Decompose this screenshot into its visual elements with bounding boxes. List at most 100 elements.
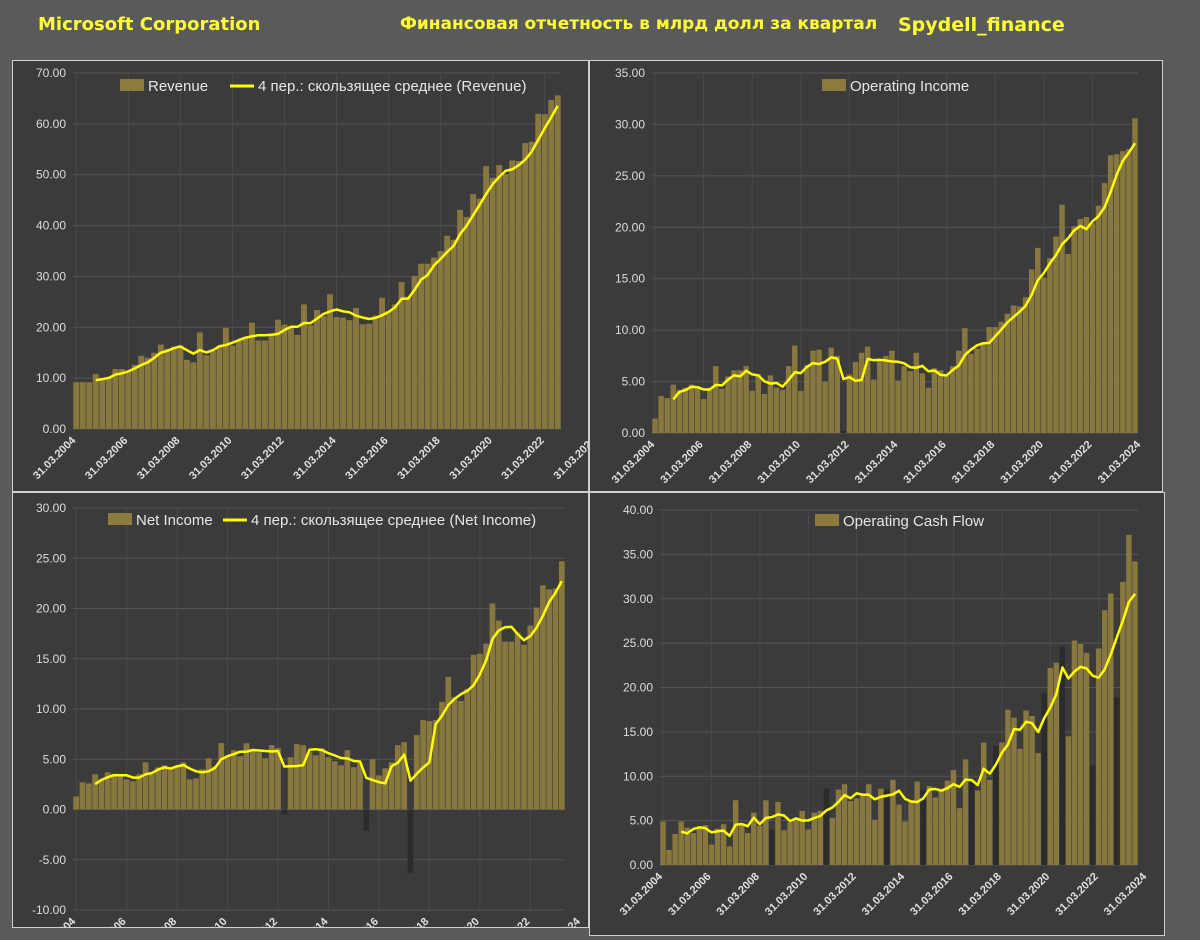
brand-label: Spydell_finance (898, 14, 1065, 36)
bar (660, 821, 666, 865)
bar (350, 767, 357, 810)
bar (769, 829, 775, 865)
bar (992, 327, 998, 433)
bar (398, 282, 405, 429)
bar (209, 350, 216, 429)
bar (719, 388, 725, 433)
bar (793, 818, 799, 865)
bar (79, 382, 86, 429)
legend-label: Operating Income (850, 78, 969, 95)
y-tick-label: 60.00 (36, 117, 66, 131)
net-income-chart-panel: -10.00 -5.00 0.00 5.00 10.00 15.00 20.00 25.00 3… (12, 492, 589, 928)
bar (841, 784, 848, 865)
bar (1023, 710, 1029, 865)
company-title: Microsoft Corporation (38, 14, 261, 35)
y-tick-label: 40.00 (623, 503, 653, 517)
bar (405, 296, 412, 429)
bar (496, 165, 503, 429)
bar (1016, 306, 1023, 433)
bar (118, 368, 125, 429)
bar (908, 800, 914, 865)
bar (439, 701, 445, 810)
y-tick-label: 30.00 (36, 501, 66, 515)
bar (379, 297, 386, 429)
bar (763, 800, 769, 865)
bar (785, 366, 792, 433)
bar (1011, 717, 1017, 865)
bar (170, 346, 177, 429)
bar (180, 762, 187, 810)
bar (664, 398, 670, 433)
bar (708, 844, 715, 865)
bar (199, 769, 206, 810)
bar (1108, 593, 1114, 865)
y-tick-label: 15.00 (623, 725, 653, 739)
x-tick-label: 31.03.2010 (763, 871, 810, 918)
bar (218, 743, 225, 810)
bar (444, 235, 451, 429)
bar (483, 166, 490, 429)
bar (1029, 715, 1035, 865)
bar (177, 345, 184, 429)
bar (864, 346, 871, 433)
bar (828, 347, 834, 433)
bar (702, 825, 709, 865)
bar (333, 317, 340, 429)
y-tick-label: 5.00 (43, 752, 67, 766)
x-tick-label: 31.03.2006 (658, 439, 705, 486)
bar (431, 257, 438, 429)
bar (676, 389, 683, 433)
bar (123, 779, 130, 810)
bar (1035, 753, 1041, 865)
x-tick-label: 31.03.2012 (811, 871, 858, 918)
bar (105, 377, 112, 429)
y-tick-label: 0.00 (630, 858, 654, 872)
bar (690, 833, 697, 865)
bar (779, 389, 786, 433)
bar (546, 589, 553, 810)
report-subtitle: Финансовая отчетность в млрд долл за ква… (400, 14, 878, 34)
bar (1101, 183, 1108, 433)
bar (388, 762, 395, 810)
bar (268, 334, 275, 429)
bar (346, 320, 353, 429)
x-tick-label: 31.03.2022 (1047, 439, 1094, 486)
bar (248, 322, 255, 429)
bar (986, 327, 992, 433)
x-tick-label: 31.03.2024 (1096, 438, 1144, 486)
bar (138, 355, 145, 429)
bar (98, 779, 105, 810)
bar (696, 826, 703, 865)
x-tick-label: 31.03.2018 (384, 916, 431, 928)
bar (889, 350, 895, 433)
x-tick-label: 31.03.2024 (1102, 870, 1150, 918)
bar (938, 788, 945, 865)
bar (411, 275, 418, 429)
bar (92, 374, 99, 429)
x-tick-label: 31.03.2014 (860, 870, 908, 918)
bar (714, 828, 721, 865)
bar (294, 744, 300, 810)
bar (262, 758, 269, 810)
bar (509, 160, 516, 429)
bar (672, 833, 678, 865)
bar (420, 720, 426, 810)
bar (737, 370, 743, 433)
bar (489, 177, 496, 429)
bar (541, 114, 548, 430)
y-tick-label: 30.00 (615, 117, 645, 131)
y-tick-label: 35.00 (615, 66, 645, 80)
bar (787, 822, 793, 865)
bar (157, 344, 164, 429)
x-tick-label: 31.03.2008 (707, 439, 754, 486)
x-tick-label: 31.03.2018 (395, 435, 442, 482)
bar (86, 382, 93, 429)
bar (949, 366, 956, 433)
bar (174, 765, 180, 810)
bar (859, 794, 866, 865)
bar (738, 825, 745, 865)
bar (757, 825, 763, 865)
bar (275, 319, 281, 429)
bar (287, 757, 294, 810)
bar (79, 782, 86, 810)
